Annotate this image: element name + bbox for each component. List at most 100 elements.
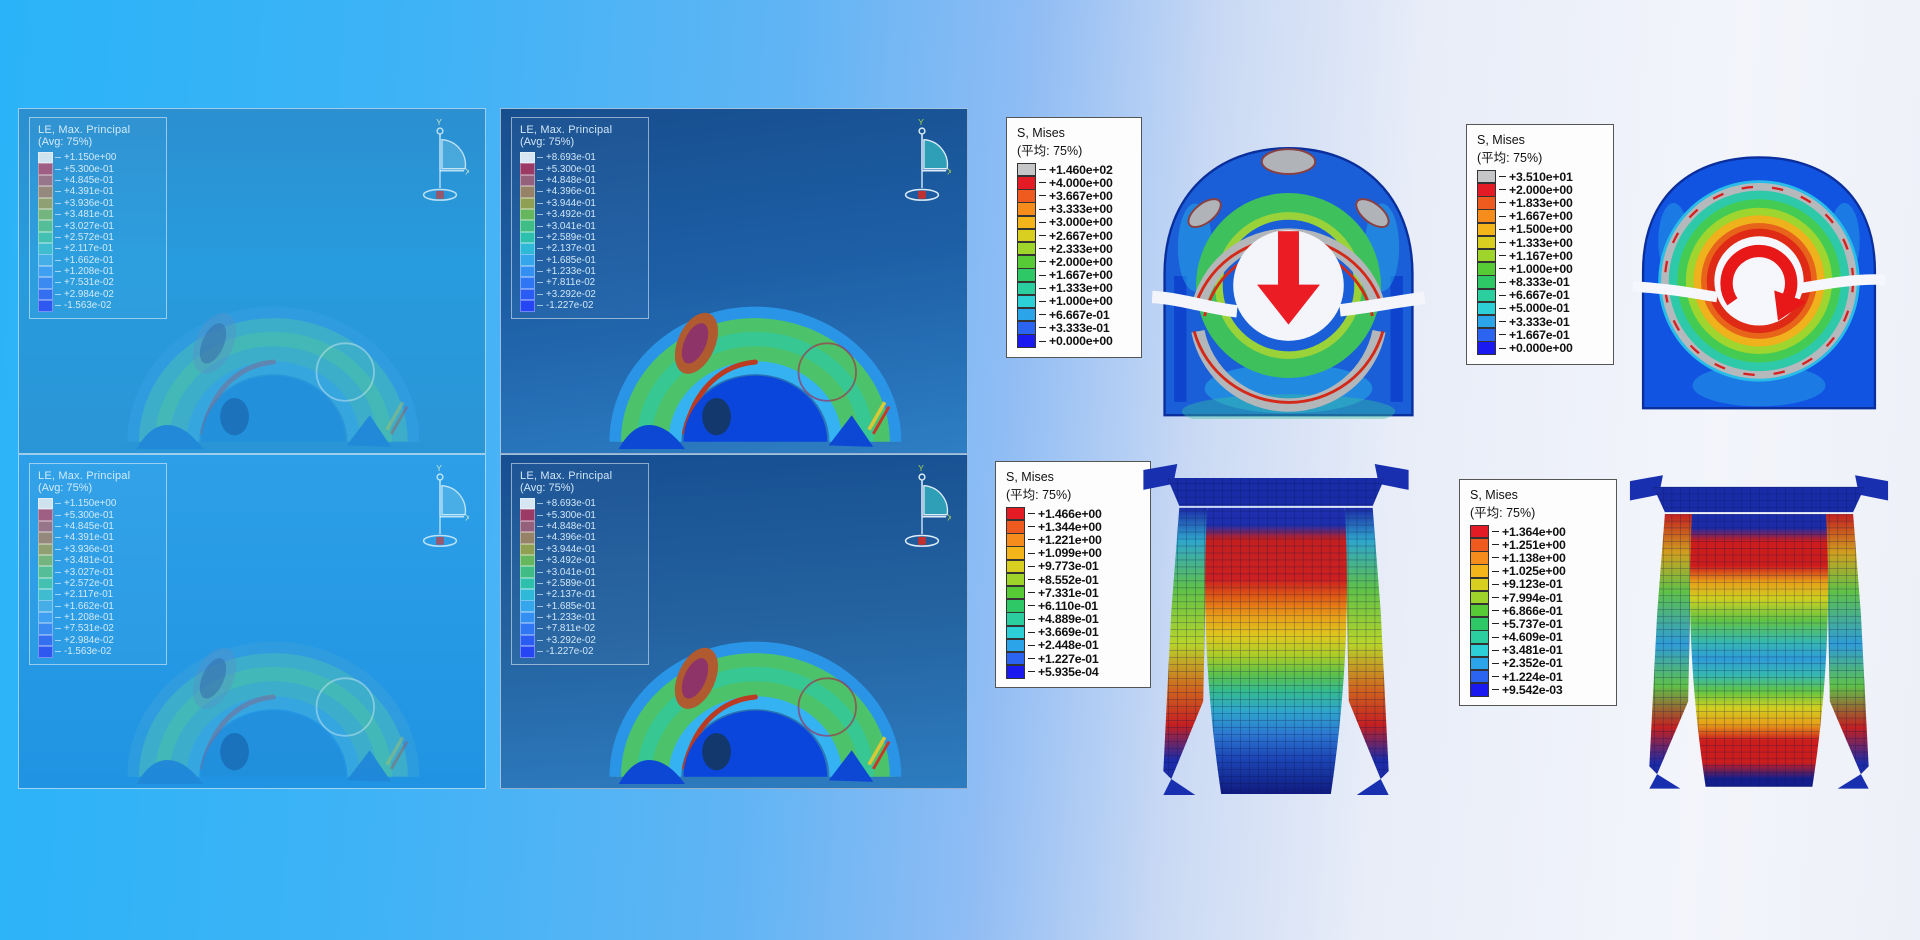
legend-row: +1.333e+00 xyxy=(1017,281,1133,296)
tick-mark xyxy=(1039,261,1046,263)
legend-row: +9.542e-03 xyxy=(1470,683,1608,697)
color-chip xyxy=(38,254,53,266)
color-chip xyxy=(38,520,53,533)
legend-value: +1.221e+00 xyxy=(1038,532,1102,547)
legend-row: +7.531e-02 xyxy=(38,277,160,289)
color-chip xyxy=(520,634,535,647)
axis-triad-icon xyxy=(893,115,951,207)
legend-row: +3.292e-02 xyxy=(520,634,642,647)
color-chip xyxy=(520,646,535,658)
legend-value: +9.773e-01 xyxy=(1038,559,1099,574)
legend-row: +4.845e-01 xyxy=(38,174,160,187)
color-chip xyxy=(1006,665,1025,679)
color-chip xyxy=(38,543,53,556)
color-chip xyxy=(520,174,535,187)
tick-mark xyxy=(1039,287,1046,289)
legend-value: +4.396e-01 xyxy=(546,532,596,544)
legend-row: +1.208e-01 xyxy=(38,265,160,278)
legend-value: +2.333e+00 xyxy=(1049,241,1113,256)
legend-value: +3.667e+00 xyxy=(1049,188,1113,203)
legend-row: +3.333e-01 xyxy=(1477,315,1605,329)
color-chip xyxy=(1017,255,1036,269)
color-chip xyxy=(1017,281,1036,296)
tick-mark xyxy=(537,525,543,527)
legend-value: +3.481e-01 xyxy=(1502,643,1563,658)
mises-legend: S, Mises (平均: 75%) +1.460e+02 +4.000e+00 +… xyxy=(1006,117,1142,358)
legend-row: +7.331e-01 xyxy=(1006,585,1142,600)
tick-mark xyxy=(55,271,61,273)
legend-value: +4.848e-01 xyxy=(546,174,596,186)
legend-subtitle: (平均: 75%) xyxy=(1017,144,1083,158)
legend-value: +1.333e+00 xyxy=(1509,235,1573,250)
legend-value: +7.331e-01 xyxy=(1038,585,1099,600)
color-chip xyxy=(38,300,53,312)
tick-mark xyxy=(55,168,61,170)
legend-value: +1.466e+00 xyxy=(1038,506,1102,521)
legend-title: LE, Max. Principal xyxy=(38,124,131,136)
color-chip xyxy=(38,288,53,301)
legend-value: +2.000e+00 xyxy=(1509,182,1573,197)
legend-value: +1.224e-01 xyxy=(1502,669,1563,684)
tick-mark xyxy=(1028,552,1035,554)
legend-subtitle: (Avg: 75%) xyxy=(38,136,93,148)
tick-mark xyxy=(55,582,61,584)
legend-row: +4.889e-01 xyxy=(1006,612,1142,626)
legend-row: +1.099e+00 xyxy=(1006,546,1142,560)
legend-row: +6.667e-01 xyxy=(1017,308,1133,322)
color-chip xyxy=(1477,275,1496,289)
legend-row: +1.833e+00 xyxy=(1477,196,1605,210)
color-chip xyxy=(38,265,53,278)
legend-value: +4.845e-01 xyxy=(64,520,114,532)
color-chip xyxy=(1477,235,1496,250)
legend-row: +1.667e+00 xyxy=(1477,209,1605,223)
color-chip xyxy=(1470,669,1489,684)
tick-mark xyxy=(1499,215,1506,217)
column-buckling-model xyxy=(1143,463,1409,796)
legend-value: +2.352e-01 xyxy=(1502,656,1563,671)
tick-mark xyxy=(537,202,543,204)
tick-mark xyxy=(1028,592,1035,594)
legend-row: +3.669e-01 xyxy=(1006,625,1142,639)
legend-row: +3.027e-01 xyxy=(38,566,160,578)
color-chip xyxy=(520,300,535,312)
tick-mark xyxy=(55,305,61,307)
legend-value: +1.000e+00 xyxy=(1509,261,1573,276)
legend-value: +5.300e-01 xyxy=(546,509,596,521)
tick-mark xyxy=(55,560,61,562)
color-chip xyxy=(1477,301,1496,316)
color-chip xyxy=(1470,630,1489,644)
legend-row: +4.391e-01 xyxy=(38,532,160,544)
tick-mark xyxy=(537,191,543,193)
legend-value: +4.396e-01 xyxy=(546,186,596,198)
legend-value: +4.000e+00 xyxy=(1049,175,1113,190)
le-legend: LE, Max. Principal (Avg: 75%) +1.150e+00… xyxy=(29,463,167,666)
legend-value: +2.572e-01 xyxy=(64,231,114,243)
legend-value: +1.500e+00 xyxy=(1509,222,1573,237)
tick-mark xyxy=(537,282,543,284)
color-chip xyxy=(38,208,53,221)
legend-value: +3.944e-01 xyxy=(546,543,596,555)
color-chip xyxy=(1477,248,1496,263)
tick-mark xyxy=(55,259,61,261)
tick-mark xyxy=(55,525,61,527)
tick-mark xyxy=(1039,195,1046,197)
color-chip xyxy=(38,566,53,578)
le-legend: LE, Max. Principal (Avg: 75%) +8.693e-01… xyxy=(511,117,649,320)
tick-mark xyxy=(1492,583,1499,585)
color-chip xyxy=(1477,341,1496,355)
legend-row: +3.936e-01 xyxy=(38,543,160,556)
legend-value: +1.233e-01 xyxy=(546,612,596,624)
legend-row: +9.123e-01 xyxy=(1470,577,1608,591)
legend-value: +1.208e-01 xyxy=(64,266,114,278)
color-chip xyxy=(38,277,53,289)
legend-value: +5.300e-01 xyxy=(64,163,114,175)
legend-value: +3.041e-01 xyxy=(546,220,596,232)
legend-row: +4.848e-01 xyxy=(520,520,642,533)
legend-value: +8.693e-01 xyxy=(546,498,596,510)
tick-mark xyxy=(1028,526,1035,528)
legend-value: +2.137e-01 xyxy=(546,243,596,255)
legend-row: +4.845e-01 xyxy=(38,520,160,533)
color-chip xyxy=(38,220,53,232)
color-chip xyxy=(38,600,53,612)
legend-row: +1.251e+00 xyxy=(1470,538,1608,552)
